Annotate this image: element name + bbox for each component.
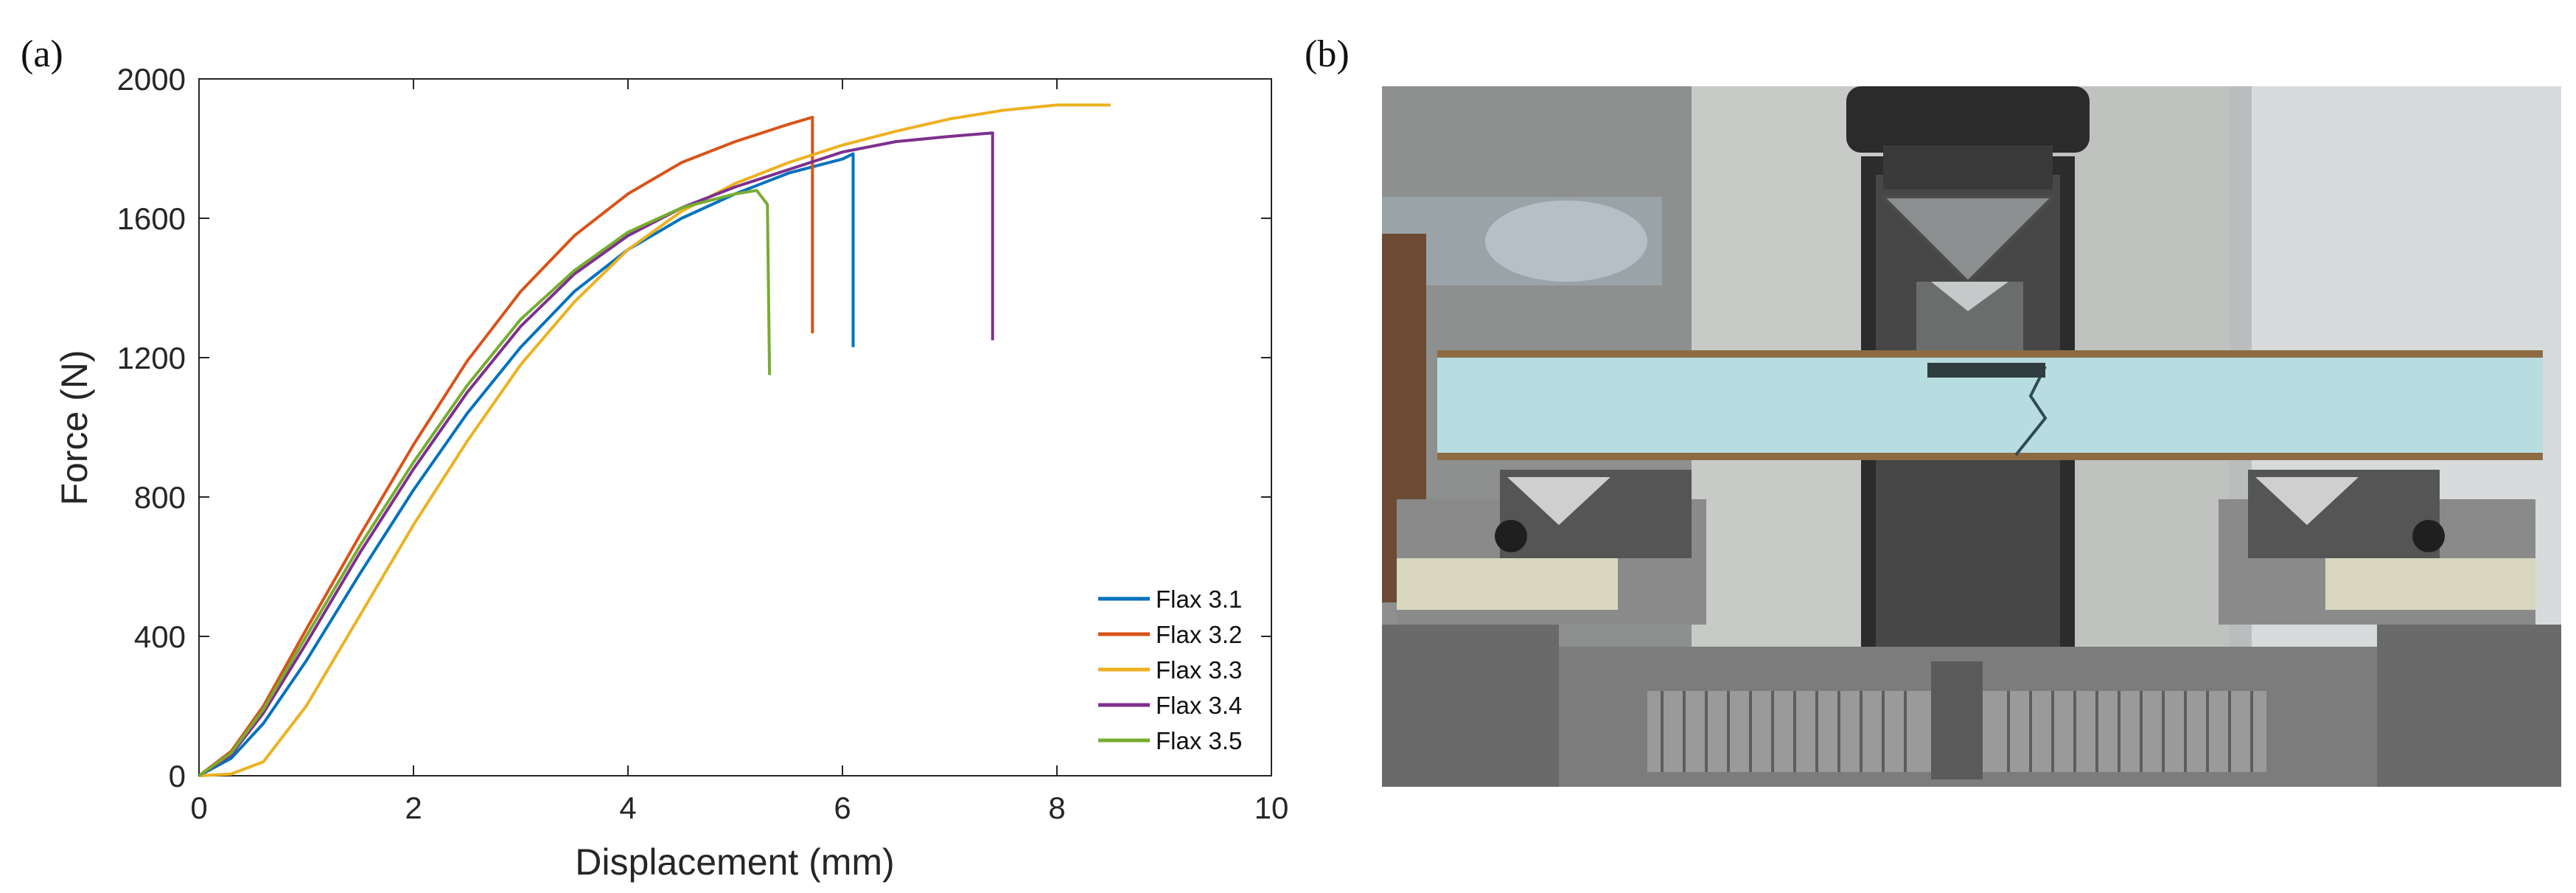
x-tick-label: 8	[1048, 791, 1065, 825]
legend-entry: Flax 3.1	[1156, 586, 1242, 613]
legend: Flax 3.1 Flax 3.2 Flax 3.3 Flax 3.4 Flax 3.5	[1098, 586, 1242, 754]
x-tick-label: 0	[190, 791, 207, 825]
y-tick-label: 1200	[117, 341, 186, 375]
three-point-bending-photo	[1382, 86, 2561, 787]
x-tick-label: 2	[405, 791, 422, 825]
y-tick-label: 400	[134, 619, 186, 654]
y-tick-label: 2000	[117, 62, 186, 97]
legend-entry: Flax 3.2	[1156, 621, 1242, 648]
photo-illustration	[1382, 86, 2561, 787]
series-line-4	[198, 131, 994, 777]
panel-label-b: (b)	[1305, 33, 1350, 75]
series-line-2	[198, 116, 814, 777]
x-tick-label: 6	[834, 791, 851, 825]
legend-entry: Flax 3.3	[1156, 656, 1242, 684]
x-axis-title: Displacement (mm)	[575, 841, 894, 883]
y-axis-title: Force (N)	[54, 350, 95, 505]
series-line-3	[198, 103, 1111, 777]
series-line-5	[198, 189, 772, 777]
y-tick-label: 800	[134, 480, 186, 515]
panel-label-a: (a)	[21, 33, 63, 75]
legend-entry: Flax 3.5	[1156, 727, 1242, 754]
force-displacement-chart: 0 2 4 6 8 10 0 400 800 1200 1600 2000 Displacement…	[54, 62, 1288, 883]
x-axis: 0 2 4 6 8 10	[190, 79, 1288, 825]
series-group	[198, 103, 1111, 777]
x-tick-label: 10	[1254, 791, 1289, 825]
x-tick-label: 4	[619, 791, 636, 825]
legend-entry: Flax 3.4	[1156, 692, 1242, 719]
series-line-1	[198, 152, 855, 777]
y-axis: 0 400 800 1200 1600 2000	[117, 62, 1271, 793]
y-tick-label: 0	[169, 759, 186, 793]
y-tick-label: 1600	[117, 201, 186, 236]
